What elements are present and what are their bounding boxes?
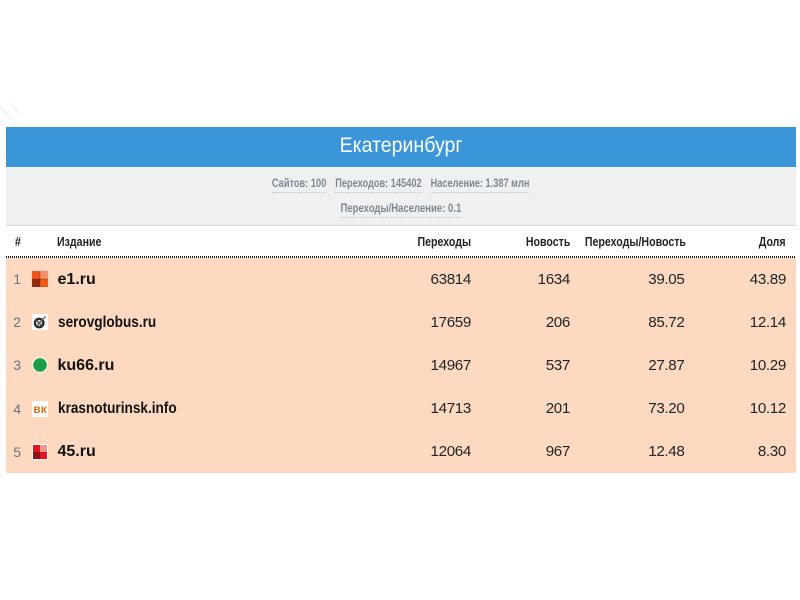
svg-text:вк: вк [33,402,47,416]
